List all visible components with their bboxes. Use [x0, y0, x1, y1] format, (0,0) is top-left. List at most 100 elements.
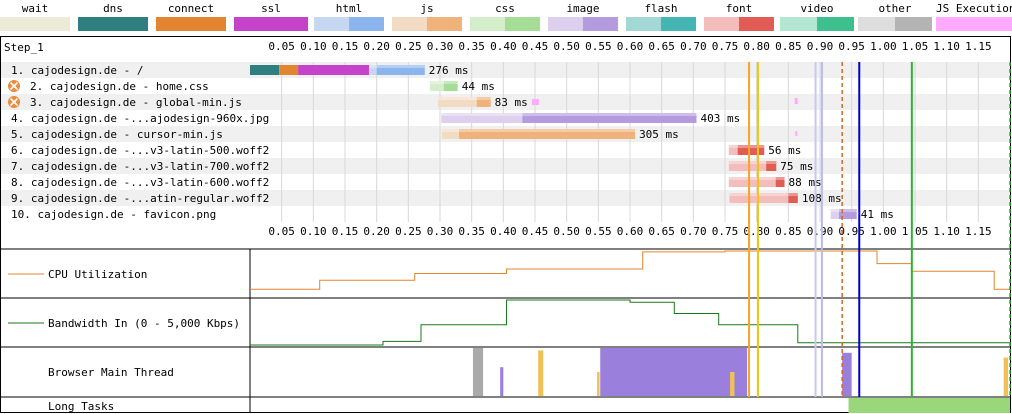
main-thread-block: [538, 350, 544, 396]
x-tick-label-top: 0.65: [648, 40, 675, 53]
bar-ttfb: [728, 161, 767, 171]
main-thread-block: [605, 369, 610, 396]
x-tick-label-bottom: 0.45: [522, 225, 549, 238]
duration-label: 44 ms: [462, 80, 495, 93]
legend-swatch: [234, 17, 308, 31]
legend-item-ssl: ssl: [234, 0, 308, 34]
duration-label: 88 ms: [789, 176, 822, 189]
x-tick-label-bottom: 0.10: [300, 225, 327, 238]
bar-download: [522, 113, 697, 123]
legend-item-dns: dns: [78, 0, 148, 34]
bar-download: [459, 129, 636, 139]
x-tick-label-top: 0.80: [743, 40, 770, 53]
bar-ttfb: [441, 113, 523, 123]
bar-ttfb: [728, 145, 738, 155]
bar-highlight: [429, 81, 458, 84]
x-tick-label-bottom: 1.10: [933, 225, 960, 238]
legend-label: font: [725, 2, 753, 15]
request-label: 8. cajodesign.de -...v3-latin-600.woff2: [11, 176, 269, 189]
legend-label: js: [420, 2, 434, 15]
bar-download: [788, 193, 798, 203]
x-tick-label-bottom: 0.20: [363, 225, 390, 238]
x-tick-label-bottom: 0.15: [332, 225, 359, 238]
legend-label: dns: [103, 2, 123, 15]
legend-swatch: [780, 17, 854, 31]
legend-item-html: html: [314, 0, 384, 34]
bar-download: [839, 209, 857, 219]
x-tick-label-top: 0.50: [553, 40, 580, 53]
long-task-span: [848, 398, 1010, 413]
bar-dns: [250, 65, 280, 75]
legend-item-js: js: [392, 0, 462, 34]
bar-highlight: [728, 145, 765, 148]
main-thread-block: [500, 367, 504, 396]
bar-connect: [279, 65, 299, 75]
legend-swatch: [548, 17, 618, 31]
legend-label: other: [878, 2, 912, 15]
x-tick-label-top: 1.05: [902, 40, 929, 53]
js-execution-mark: [795, 131, 798, 136]
legend-swatch: [156, 17, 226, 31]
legend-label: JS Execution: [936, 2, 1012, 15]
x-tick-label-top: 0.55: [585, 40, 612, 53]
legend-item-video: video: [780, 0, 854, 34]
bar-download: [775, 177, 785, 187]
bar-download: [737, 145, 765, 155]
bandwidth-line: [250, 299, 1010, 346]
legend-label: image: [566, 2, 600, 15]
x-tick-label-top: 0.60: [617, 40, 644, 53]
main-thread-block: [597, 372, 600, 396]
request-label: 9. cajodesign.de -...atin-regular.woff2: [11, 192, 269, 205]
bar-highlight: [729, 193, 798, 196]
step-label: Step_1: [4, 41, 44, 54]
legend-swatch: [936, 17, 1012, 31]
bar-highlight: [438, 97, 491, 100]
bar-highlight: [441, 129, 636, 132]
main-thread-block: [700, 374, 706, 396]
legend-swatch: [314, 17, 384, 31]
bar-download: [476, 97, 491, 107]
x-tick-label-top: 0.75: [712, 40, 739, 53]
legend-label: wait: [21, 2, 49, 15]
duration-label: 41 ms: [861, 208, 894, 221]
bar-download: [766, 161, 777, 171]
legend-label: ssl: [261, 2, 281, 15]
x-tick-label-bottom: 0.05: [268, 225, 295, 238]
x-tick-label-bottom: 0.25: [395, 225, 422, 238]
cpu-utilization-line: [250, 250, 1010, 290]
request-label: 1. cajodesign.de - /: [11, 64, 143, 77]
request-label: 10. cajodesign.de - favicon.png: [11, 208, 216, 221]
x-tick-label-top: 0.95: [838, 40, 865, 53]
x-tick-label-top: 0.90: [807, 40, 834, 53]
x-tick-label-top: 0.30: [427, 40, 454, 53]
duration-label: 276 ms: [429, 64, 469, 77]
main-thread-block: [730, 372, 735, 396]
x-tick-label-top: 1.15: [965, 40, 992, 53]
x-tick-label-bottom: 0.60: [617, 225, 644, 238]
x-tick-label-top: 0.40: [490, 40, 517, 53]
duration-label: 305 ms: [639, 128, 679, 141]
duration-label: 56 ms: [768, 144, 801, 157]
legend-swatch: [392, 17, 462, 31]
x-tick-label-top: 0.15: [332, 40, 359, 53]
bar-ttfb: [830, 209, 839, 219]
request-label: 7. cajodesign.de -...v3-latin-700.woff2: [11, 160, 269, 173]
request-label: 5. cajodesign.de - cursor-min.js: [11, 128, 223, 141]
legend-label: html: [335, 2, 363, 15]
duration-label: 403 ms: [701, 112, 741, 125]
legend-label: css: [495, 2, 515, 15]
bar-highlight: [369, 65, 425, 68]
x-tick-label-top: 1.10: [933, 40, 960, 53]
x-tick-label-bottom: 0.65: [648, 225, 675, 238]
x-tick-label-top: 0.85: [775, 40, 802, 53]
bar-highlight: [830, 209, 857, 212]
x-tick-label-bottom: 0.35: [458, 225, 485, 238]
bar-highlight: [728, 177, 785, 180]
x-tick-label-bottom: 0.80: [743, 225, 770, 238]
js-execution-mark: [794, 98, 798, 104]
x-tick-label-top: 0.35: [458, 40, 485, 53]
legend-item-image: image: [548, 0, 618, 34]
bandwidth-label: Bandwidth In (0 - 5,000 Kbps): [48, 317, 240, 330]
bar-highlight: [441, 113, 697, 116]
duration-label: 83 ms: [495, 96, 528, 109]
